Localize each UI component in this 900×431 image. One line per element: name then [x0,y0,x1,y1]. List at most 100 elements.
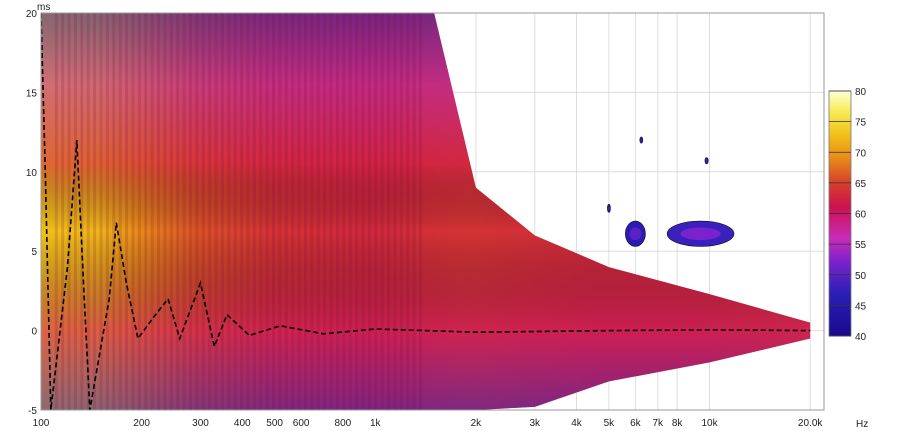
x-tick-label: 800 [335,418,352,429]
colorbar-legend: 80 75 70 65 60 55 50 45 40 [828,87,867,343]
x-tick-label: 100 [33,418,50,429]
colorbar-ticks: 80 75 70 65 60 55 50 45 40 [829,87,867,343]
resonance-stripe [176,13,180,410]
x-axis-ticks: 100 200 300 400 500 600 800 1k 2k 3k 4k 5k 6k 7k 8k 10k… [33,418,824,429]
resonance-stripe [214,13,218,410]
resonance-stripe [310,13,314,410]
x-tick-label: 6k [630,418,642,429]
resonance-stripe [355,13,359,410]
resonance-stripe [284,13,288,410]
x-tick-label: 20.0k [798,418,823,429]
resonance-stripe [105,13,109,410]
resonance-stripe [118,13,122,410]
resonance-stripe [380,13,384,410]
y-tick-label: 5 [31,247,37,258]
resonance-stripe [169,13,173,410]
resonance-stripe [80,13,84,410]
resonance-stripe [125,13,129,410]
resonance-stripe [316,13,320,410]
colorbar-tick-label: 55 [855,240,867,251]
x-tick-label: 7k [652,418,664,429]
resonance-stripe [278,13,282,410]
plot-area [41,13,824,410]
resonance-stripe [323,13,327,410]
resonance-stripe [393,13,397,410]
resonance-stripe [348,13,352,410]
resonance-stripes [54,13,422,410]
colorbar-tick-label: 75 [855,118,867,129]
resonance-stripe [227,13,231,410]
colorbar-tick-label: 65 [855,179,867,190]
resonance-stripe [195,13,199,410]
resonance-stripe [374,13,378,410]
y-tick-label: 10 [26,168,38,179]
x-tick-label: 500 [266,418,283,429]
x-axis-unit-label: Hz [856,419,868,430]
x-tick-label: 8k [672,418,684,429]
resonance-stripe [399,13,403,410]
resonance-stripe [201,13,205,410]
resonance-stripe [412,13,416,410]
x-tick-label: 5k [604,418,616,429]
energy-islands [607,136,735,247]
resonance-stripe [335,13,339,410]
resonance-stripe [93,13,97,410]
resonance-stripe [240,13,244,410]
resonance-stripe [189,13,192,410]
colorbar-tick-label: 80 [855,87,867,98]
colorbar-tick-label: 50 [855,271,867,282]
resonance-stripe [182,13,186,410]
colorbar-tick-label: 45 [855,301,867,312]
resonance-stripe [419,13,422,410]
x-tick-label: 3k [529,418,541,429]
resonance-stripe [157,13,160,410]
x-tick-label: 200 [133,418,150,429]
resonance-stripe [272,13,275,410]
x-tick-label: 4k [571,418,583,429]
resonance-stripe [54,13,58,410]
resonance-stripe [112,13,116,410]
resonance-stripe [61,13,65,410]
colorbar-tick-label: 60 [855,210,867,221]
resonance-stripe [252,13,256,410]
resonance-stripe [265,13,269,410]
y-tick-label: -5 [28,406,37,417]
resonance-stripe [131,13,135,410]
x-tick-label: 1k [370,418,382,429]
energy-island-core [629,227,642,241]
resonance-stripe [86,13,90,410]
resonance-stripe [297,13,301,410]
energy-island-core [640,138,643,142]
x-tick-label: 2k [471,418,483,429]
resonance-stripe [304,13,307,410]
energy-island-core [705,159,708,163]
resonance-stripe [99,13,103,410]
resonance-stripe [387,13,390,410]
resonance-stripe [163,13,167,410]
colorbar-tick-label: 40 [855,332,867,343]
resonance-stripe [406,13,410,410]
peak-energy-dashed-line [41,13,811,410]
plot-frame [40,12,825,411]
x-tick-label: 600 [293,418,310,429]
y-tick-label: 0 [31,327,37,338]
y-axis-ticks: -5 0 5 10 15 20 [26,9,38,417]
resonance-stripe [259,13,263,410]
x-tick-label: 300 [192,418,209,429]
y-tick-label: 20 [26,9,38,20]
decay-shading [41,13,811,410]
resonance-stripe [220,13,224,410]
x-tick-label: 10k [701,418,718,429]
resonance-stripe [291,13,295,410]
resonance-stripe [150,13,154,410]
resonance-stripe [246,13,250,410]
resonance-stripe [342,13,346,410]
y-axis-unit-label: ms [37,2,50,13]
resonance-stripe [137,13,141,410]
resonance-stripe [144,13,148,410]
energy-island-core [680,227,721,241]
resonance-stripe [208,13,212,410]
resonance-stripe [74,13,77,410]
colorbar-tick-label: 70 [855,148,867,159]
